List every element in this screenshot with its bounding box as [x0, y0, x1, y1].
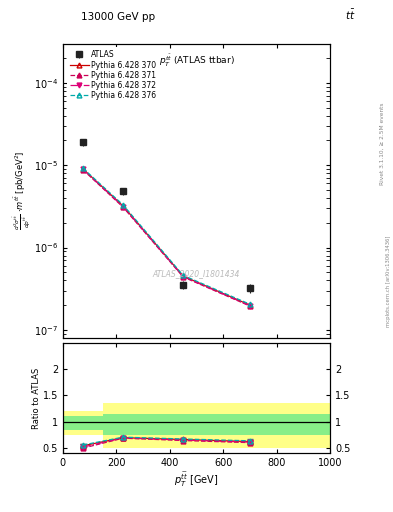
Text: $t\bar{t}$: $t\bar{t}$: [345, 7, 355, 22]
Line: Pythia 6.428 376: Pythia 6.428 376: [81, 166, 252, 307]
Pythia 6.428 370: [121, 203, 125, 209]
Line: Pythia 6.428 372: Pythia 6.428 372: [81, 167, 252, 308]
Y-axis label: Ratio to ATLAS: Ratio to ATLAS: [32, 368, 41, 429]
Text: Rivet 3.1.10, ≥ 2.5M events: Rivet 3.1.10, ≥ 2.5M events: [380, 102, 385, 185]
Line: Pythia 6.428 371: Pythia 6.428 371: [81, 167, 252, 308]
Pythia 6.428 376: [81, 165, 85, 171]
Y-axis label: $\frac{d^2\sigma^{t\bar{t}}}{dp^{t\bar{t}}}$ $\cdot m^{t\bar{t}}$ [pb/GeV$^2$]: $\frac{d^2\sigma^{t\bar{t}}}{dp^{t\bar{t…: [12, 151, 33, 230]
Text: $p_T^{t\bar{t}}$ (ATLAS ttbar): $p_T^{t\bar{t}}$ (ATLAS ttbar): [159, 52, 234, 69]
Pythia 6.428 371: [81, 167, 85, 173]
Pythia 6.428 372: [121, 203, 125, 209]
Pythia 6.428 370: [181, 273, 185, 279]
Text: ATLAS_2020_I1801434: ATLAS_2020_I1801434: [153, 269, 240, 278]
Pythia 6.428 376: [181, 272, 185, 279]
Pythia 6.428 371: [248, 303, 252, 309]
Text: 13000 GeV pp: 13000 GeV pp: [81, 11, 155, 22]
Text: mcplots.cern.ch [arXiv:1306.3436]: mcplots.cern.ch [arXiv:1306.3436]: [386, 236, 391, 327]
Pythia 6.428 372: [181, 273, 185, 280]
Pythia 6.428 376: [248, 301, 252, 307]
Line: Pythia 6.428 370: Pythia 6.428 370: [81, 166, 252, 308]
Pythia 6.428 376: [121, 202, 125, 208]
Pythia 6.428 372: [248, 303, 252, 309]
Pythia 6.428 370: [248, 302, 252, 308]
Pythia 6.428 371: [121, 204, 125, 210]
X-axis label: $p^{\bar{t}\bar{t}}_T$ [GeV]: $p^{\bar{t}\bar{t}}_T$ [GeV]: [174, 471, 219, 489]
Legend: ATLAS, Pythia 6.428 370, Pythia 6.428 371, Pythia 6.428 372, Pythia 6.428 376: ATLAS, Pythia 6.428 370, Pythia 6.428 37…: [67, 47, 159, 103]
Pythia 6.428 370: [81, 166, 85, 172]
Pythia 6.428 371: [181, 274, 185, 280]
Pythia 6.428 372: [81, 166, 85, 173]
